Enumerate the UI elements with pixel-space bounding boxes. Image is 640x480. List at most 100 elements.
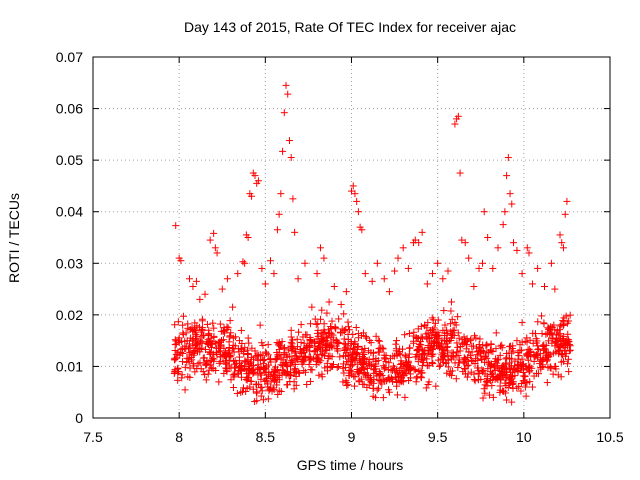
data-point [237, 361, 245, 369]
data-point [545, 353, 553, 361]
data-point [402, 353, 410, 361]
data-point [358, 332, 366, 340]
data-point [277, 361, 285, 369]
data-point [238, 373, 246, 381]
data-point [481, 352, 489, 360]
data-point [343, 382, 351, 390]
data-point [544, 337, 552, 345]
data-point [239, 384, 247, 392]
data-point [538, 312, 546, 320]
data-point [360, 380, 368, 388]
data-point [405, 353, 413, 361]
data-point [318, 370, 326, 378]
data-point [384, 375, 392, 383]
data-point [282, 370, 290, 378]
data-point [518, 355, 526, 363]
data-point [305, 360, 313, 368]
data-point [358, 365, 366, 373]
data-point [566, 342, 574, 350]
data-point [424, 319, 432, 327]
data-point [526, 351, 534, 359]
data-point [298, 348, 306, 356]
data-point [454, 313, 462, 321]
data-point [454, 343, 462, 351]
data-point [229, 303, 237, 311]
data-point [175, 339, 183, 347]
data-point [410, 365, 418, 373]
data-point [279, 147, 287, 155]
data-point [413, 347, 421, 355]
data-point [190, 326, 198, 334]
data-point [420, 354, 428, 362]
data-point [316, 344, 324, 352]
data-point [353, 349, 361, 357]
data-point [447, 334, 455, 342]
data-point [348, 368, 356, 376]
data-point [230, 357, 238, 365]
data-point [434, 328, 442, 336]
data-point [523, 338, 531, 346]
data-point [489, 393, 497, 401]
data-point [354, 368, 362, 376]
data-point [486, 391, 494, 399]
data-point [410, 332, 418, 340]
data-point [530, 357, 538, 365]
data-point [300, 353, 308, 361]
data-point [312, 320, 320, 328]
data-point [507, 362, 515, 370]
data-point [523, 350, 531, 358]
data-point [186, 350, 194, 358]
data-point [375, 377, 383, 385]
data-point [426, 327, 434, 335]
data-point [479, 341, 487, 349]
data-point [418, 362, 426, 370]
data-point [415, 239, 423, 247]
data-point [467, 368, 475, 376]
data-point [446, 320, 454, 328]
data-point [366, 373, 374, 381]
data-point [447, 298, 455, 306]
data-point [258, 264, 266, 272]
data-point [467, 352, 475, 360]
data-point [292, 348, 300, 356]
data-point [432, 382, 440, 390]
data-point [297, 338, 305, 346]
data-point [516, 347, 524, 355]
data-point [304, 343, 312, 351]
data-point [355, 378, 363, 386]
data-point [303, 380, 311, 388]
data-point [365, 358, 373, 366]
data-point [367, 349, 375, 357]
data-point [547, 329, 555, 337]
data-point [245, 373, 253, 381]
data-point [380, 275, 388, 283]
data-point [289, 195, 297, 203]
data-point [443, 347, 451, 355]
data-point [273, 378, 281, 386]
data-point [404, 264, 412, 272]
data-point [413, 335, 421, 343]
data-point [534, 318, 542, 326]
data-point [543, 379, 551, 387]
data-point [489, 348, 497, 356]
data-point [557, 373, 565, 381]
data-point [315, 358, 323, 366]
data-point [226, 317, 234, 325]
data-point [226, 351, 234, 359]
data-point [389, 352, 397, 360]
data-point [178, 374, 186, 382]
data-point [504, 154, 512, 162]
data-point [273, 226, 281, 234]
data-point [448, 371, 456, 379]
data-point [233, 389, 241, 397]
data-point [328, 317, 336, 325]
data-point [502, 368, 510, 376]
data-point [262, 349, 270, 357]
data-point [473, 344, 481, 352]
data-point [341, 347, 349, 355]
data-point [203, 320, 211, 328]
data-point [434, 259, 442, 267]
data-point [439, 275, 447, 283]
data-point [462, 358, 470, 366]
